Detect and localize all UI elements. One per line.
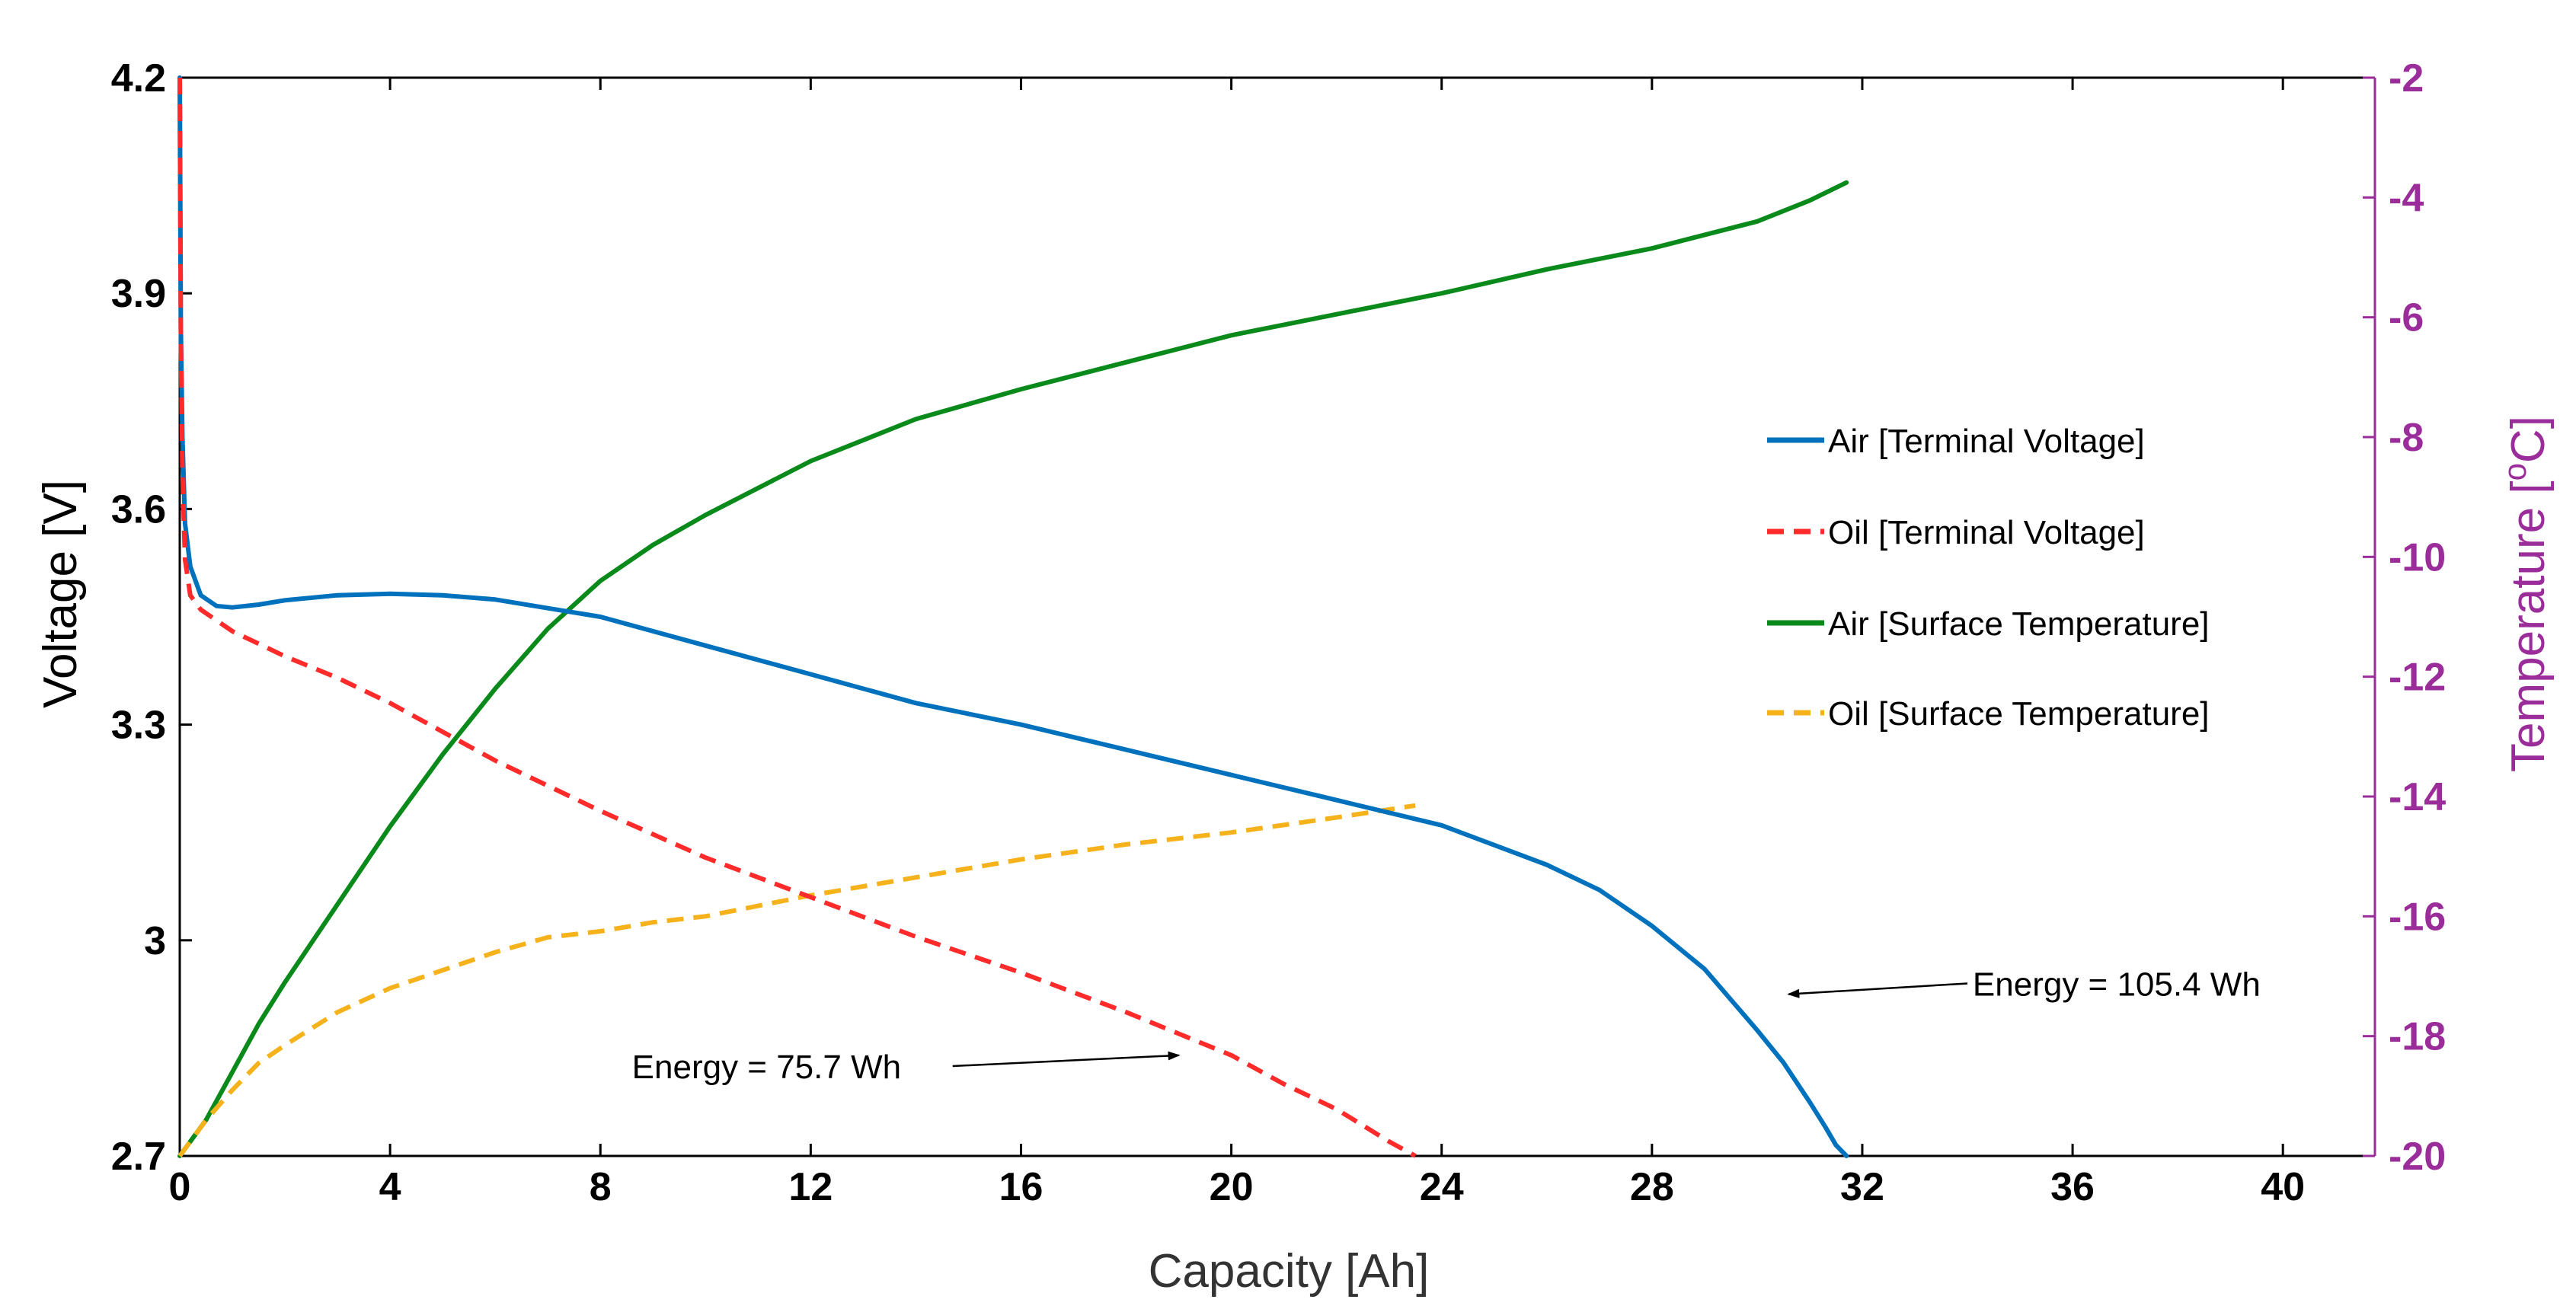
y-tick-label: 2.7 bbox=[111, 1135, 166, 1179]
y2-tick-label: -8 bbox=[2389, 416, 2424, 460]
y-tick-label: 3.9 bbox=[111, 272, 166, 316]
x-tick-label: 36 bbox=[2050, 1165, 2095, 1209]
legend-label-oil-voltage: Oil [Terminal Voltage] bbox=[1828, 514, 2145, 551]
legend-label-air-temp: Air [Surface Temperature] bbox=[1828, 605, 2210, 643]
y2-tick-label: -6 bbox=[2389, 296, 2424, 340]
y-tick-label: 4.2 bbox=[111, 56, 166, 101]
y2-tick-label: -18 bbox=[2389, 1015, 2446, 1059]
y-tick-label: 3 bbox=[144, 919, 166, 963]
series-layer bbox=[177, 75, 1849, 1158]
legend: Air [Terminal Voltage] Oil [Terminal Vol… bbox=[1767, 423, 2210, 733]
x-tick-label: 16 bbox=[999, 1165, 1044, 1209]
annotation-arrow-2 bbox=[1787, 982, 1968, 998]
y-tick-label: 3.3 bbox=[111, 704, 166, 748]
y2-axis-title: Temperature [oC] bbox=[2497, 416, 2555, 772]
y2-tick-label: -4 bbox=[2389, 176, 2424, 220]
series-line-oil-terminal-voltage bbox=[177, 77, 1417, 1158]
axes-frame: 0 4 8 12 16 20 24 28 32 36 40 2.7 3 3.3 3.6 3.9 4.2 -20 -1… bbox=[111, 56, 2447, 1209]
y-axis-title: Voltage [V] bbox=[34, 480, 87, 708]
y2-axis-title-main: Temperature [ bbox=[2502, 480, 2555, 772]
y2-axis-title-superscript: o bbox=[2497, 463, 2533, 480]
annotation-arrow-1 bbox=[952, 1051, 1181, 1068]
series-line-air-surface-temperature bbox=[177, 180, 1849, 1158]
y2-tick-label: -14 bbox=[2389, 775, 2446, 819]
x-axis-title: Capacity [Ah] bbox=[1149, 1245, 1430, 1298]
y2-axis-title-end: C] bbox=[2502, 416, 2555, 463]
annotation-layer: Energy = 75.7 Wh Energy = 105.4 Wh bbox=[632, 966, 2261, 1086]
x-tick-label: 20 bbox=[1210, 1165, 1254, 1209]
x-tick-label: 12 bbox=[788, 1165, 833, 1209]
series-line-oil-surface-temperature bbox=[177, 803, 1416, 1157]
y2-tick-label: -20 bbox=[2389, 1135, 2446, 1179]
y2-tick-label: -16 bbox=[2389, 895, 2446, 939]
x-tick-label: 4 bbox=[379, 1165, 401, 1209]
legend-label-oil-temp: Oil [Surface Temperature] bbox=[1828, 695, 2210, 733]
y-tick-label: 3.6 bbox=[111, 487, 166, 532]
x-tick-label: 8 bbox=[590, 1165, 612, 1209]
legend-label-air-voltage: Air [Terminal Voltage] bbox=[1828, 423, 2145, 460]
y2-tick-label: -12 bbox=[2389, 656, 2446, 700]
x-tick-label: 28 bbox=[1630, 1165, 1674, 1209]
series-line-air-terminal-voltage bbox=[177, 75, 1849, 1158]
y2-tick-label: -2 bbox=[2389, 56, 2424, 101]
x-tick-label: 40 bbox=[2261, 1165, 2305, 1209]
annotation-text-2: Energy = 105.4 Wh bbox=[1973, 966, 2261, 1003]
y2-tick-label: -10 bbox=[2389, 535, 2446, 579]
x-tick-label: 0 bbox=[169, 1165, 191, 1209]
x-tick-label: 24 bbox=[1420, 1165, 1464, 1209]
x-tick-label: 32 bbox=[1840, 1165, 1884, 1209]
annotation-text-1: Energy = 75.7 Wh bbox=[632, 1049, 901, 1086]
